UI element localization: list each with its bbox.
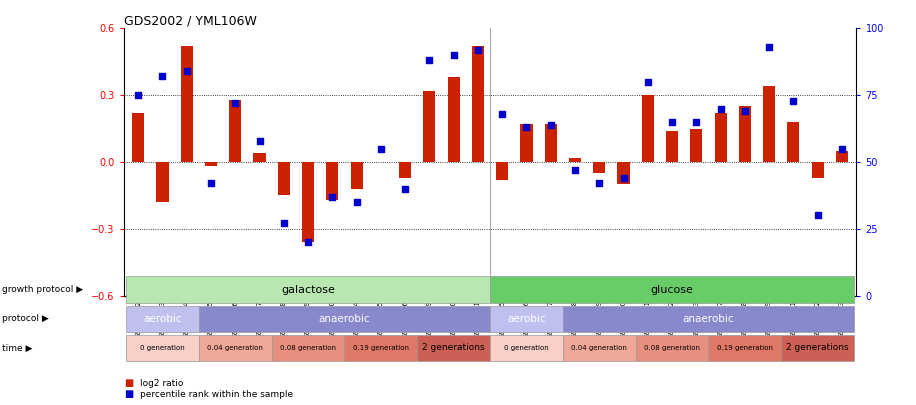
Text: 0.04 generation: 0.04 generation [207, 345, 263, 351]
Point [592, 180, 606, 187]
Point [131, 92, 146, 98]
Text: percentile rank within the sample: percentile rank within the sample [140, 390, 293, 399]
Bar [520, 124, 532, 162]
Bar [344, 335, 418, 361]
Point [300, 239, 315, 245]
Text: time ▶: time ▶ [2, 343, 32, 352]
Bar [781, 335, 854, 361]
Bar [180, 46, 192, 162]
Text: 0 generation: 0 generation [504, 345, 549, 351]
Bar [763, 86, 775, 162]
Bar [594, 162, 605, 173]
Bar [545, 124, 557, 162]
Bar [126, 335, 199, 361]
Bar [351, 162, 363, 189]
Point [422, 57, 437, 64]
Point [446, 52, 461, 58]
Point [203, 180, 218, 187]
Text: 0.04 generation: 0.04 generation [572, 345, 627, 351]
Text: aerobic: aerobic [143, 314, 181, 324]
Point [762, 44, 777, 50]
Point [834, 145, 849, 152]
Bar [254, 153, 266, 162]
Point [495, 111, 509, 117]
Bar [418, 335, 490, 361]
Text: 0.19 generation: 0.19 generation [353, 345, 409, 351]
Point [640, 79, 655, 85]
Bar [126, 306, 199, 332]
Point [568, 167, 583, 173]
Text: 0.19 generation: 0.19 generation [717, 345, 773, 351]
Text: 0.08 generation: 0.08 generation [644, 345, 700, 351]
Text: ■: ■ [124, 389, 133, 399]
Point [180, 68, 194, 75]
Bar [205, 162, 217, 166]
Bar [132, 113, 145, 162]
Text: 0 generation: 0 generation [140, 345, 185, 351]
Point [325, 194, 340, 200]
Bar [714, 113, 726, 162]
Bar [490, 306, 562, 332]
Bar [326, 162, 338, 200]
Bar [229, 100, 241, 162]
Bar [708, 335, 781, 361]
Text: 2 generations: 2 generations [786, 343, 849, 352]
Point [398, 185, 412, 192]
Bar [569, 158, 581, 162]
Bar [691, 129, 703, 162]
Point [349, 199, 364, 205]
Point [252, 137, 267, 144]
Point [616, 175, 631, 181]
Text: 2 generations: 2 generations [422, 343, 485, 352]
Bar [562, 306, 854, 332]
Text: log2 ratio: log2 ratio [140, 379, 183, 388]
Text: 0.08 generation: 0.08 generation [280, 345, 336, 351]
Text: anaerobic: anaerobic [682, 314, 735, 324]
Bar [278, 162, 289, 196]
Point [714, 105, 728, 112]
Bar [126, 277, 490, 303]
Bar [812, 162, 823, 177]
Point [689, 119, 703, 125]
Bar [448, 77, 460, 162]
Point [737, 108, 752, 115]
Text: protocol ▶: protocol ▶ [2, 314, 49, 323]
Bar [835, 151, 848, 162]
Text: glucose: glucose [650, 285, 693, 294]
Bar [636, 335, 708, 361]
Bar [199, 335, 272, 361]
Bar [472, 46, 484, 162]
Point [543, 122, 558, 128]
Bar [302, 162, 314, 242]
Point [665, 119, 680, 125]
Text: GDS2002 / YML106W: GDS2002 / YML106W [124, 14, 256, 27]
Bar [642, 95, 654, 162]
Point [374, 145, 388, 152]
Bar [423, 91, 435, 162]
Bar [490, 335, 562, 361]
Point [277, 220, 291, 227]
Text: ■: ■ [124, 377, 133, 388]
Bar [199, 306, 490, 332]
Bar [157, 162, 169, 202]
Bar [617, 162, 629, 184]
Bar [666, 131, 678, 162]
Bar [490, 277, 854, 303]
Point [228, 100, 243, 107]
Point [519, 124, 534, 130]
Bar [739, 107, 751, 162]
Point [811, 212, 825, 219]
Point [155, 73, 169, 80]
Point [471, 47, 485, 53]
Bar [496, 162, 508, 180]
Bar [272, 335, 344, 361]
Text: aerobic: aerobic [507, 314, 546, 324]
Point [786, 97, 801, 104]
Text: growth protocol ▶: growth protocol ▶ [2, 285, 83, 294]
Bar [399, 162, 411, 177]
Bar [788, 122, 800, 162]
Text: anaerobic: anaerobic [319, 314, 370, 324]
Bar [562, 335, 636, 361]
Text: galactose: galactose [281, 285, 335, 294]
